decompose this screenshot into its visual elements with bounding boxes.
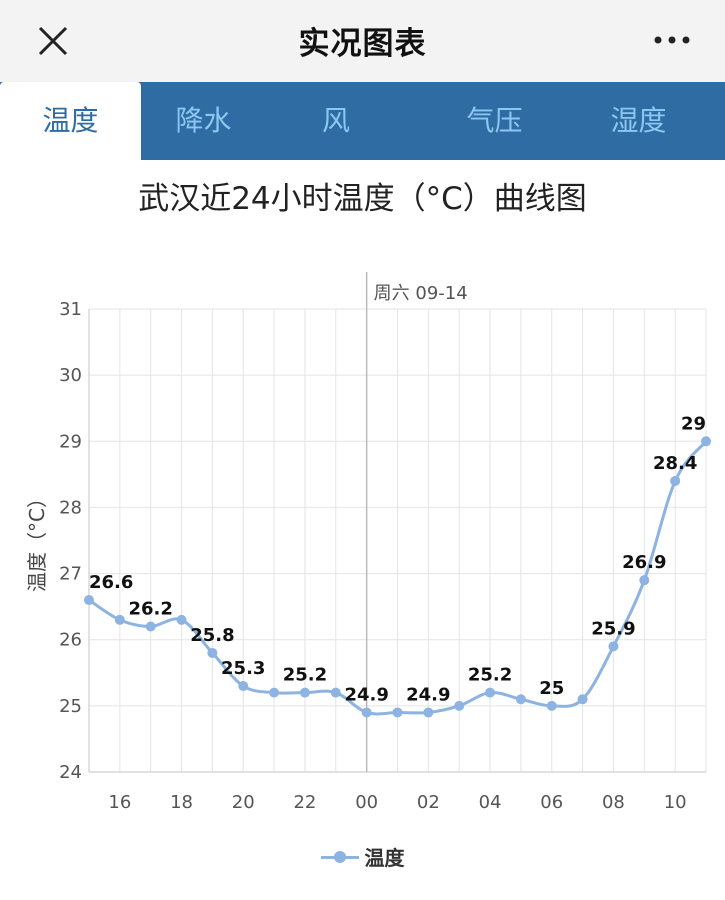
data-point[interactable] (454, 700, 465, 711)
tab-pressure[interactable]: 气压 (466, 104, 523, 137)
day-marker-label: 周六 09-14 (374, 283, 468, 304)
x-tick-label: 10 (664, 792, 687, 813)
data-point[interactable] (238, 681, 249, 692)
data-point[interactable] (485, 687, 496, 698)
temperature-chart: 24 25 26 27 28 29 30 31 16 18 20 22 00 02 04 06 08 10 温度（… (25, 272, 711, 813)
legend[interactable]: 温度 (0, 842, 725, 871)
tab-humidity[interactable]: 湿度 (610, 104, 667, 137)
y-tick-label: 25 (59, 696, 82, 717)
data-label: 26.6 (89, 572, 133, 593)
data-label: 25 (539, 678, 564, 699)
y-tick-label: 27 (59, 564, 82, 585)
tab-bar: 温度 降水 风 气压 湿度 (0, 82, 725, 160)
data-label: 24.9 (344, 684, 388, 705)
chart-grid (88, 308, 707, 773)
top-bar: 实况图表 (0, 0, 725, 82)
x-tick-label: 04 (479, 792, 502, 813)
data-label: 25.2 (283, 665, 327, 686)
y-tick-label: 26 (59, 630, 82, 651)
data-label: 26.9 (622, 552, 666, 573)
data-point[interactable] (608, 641, 619, 652)
legend-swatch (320, 850, 359, 864)
data-point[interactable] (114, 614, 125, 625)
data-label: 25.9 (591, 618, 635, 639)
x-tick-label: 20 (232, 792, 255, 813)
y-tick-label: 24 (59, 762, 82, 783)
y-tick-label: 28 (59, 497, 82, 518)
x-tick-label: 06 (540, 792, 563, 813)
data-label: 28.4 (653, 453, 697, 474)
data-label: 25.2 (468, 665, 512, 686)
tab-precipitation[interactable]: 降水 (175, 104, 232, 137)
data-label: 25.8 (190, 625, 234, 646)
y-tick-label: 31 (59, 299, 82, 320)
x-tick-label: 08 (602, 792, 625, 813)
data-labels: 26.6 26.2 25.8 25.3 25.2 24.9 24.9 25.2 25 25.9 26… (89, 413, 706, 705)
x-tick-label: 02 (417, 792, 440, 813)
tab-wind[interactable]: 风 (321, 104, 350, 137)
data-point[interactable] (269, 687, 280, 698)
day-marker: 周六 09-14 (365, 272, 468, 772)
data-label: 24.9 (406, 684, 450, 705)
data-label: 25.3 (221, 658, 265, 679)
data-point[interactable] (330, 687, 341, 698)
x-tick-label: 18 (170, 792, 193, 813)
data-point[interactable] (361, 707, 372, 718)
tab-temperature[interactable]: 温度 (0, 82, 141, 160)
data-point[interactable] (639, 575, 650, 586)
data-point[interactable] (176, 614, 187, 625)
data-point[interactable] (207, 647, 218, 658)
close-icon[interactable] (36, 24, 70, 58)
data-point[interactable] (577, 694, 588, 705)
x-tick-label: 22 (293, 792, 316, 813)
legend-label: 温度 (364, 846, 405, 870)
y-axis-label: 温度（°C） (25, 488, 49, 592)
data-point[interactable] (84, 595, 94, 606)
data-label: 29 (681, 413, 706, 434)
data-point[interactable] (670, 475, 681, 486)
data-label: 26.2 (128, 598, 172, 619)
series-points (84, 436, 711, 718)
data-point[interactable] (145, 621, 156, 632)
data-point[interactable] (515, 694, 526, 705)
chart-axes: 24 25 26 27 28 29 30 31 16 18 20 22 00 02 04 06 08 10 (59, 299, 706, 813)
page-title: 实况图表 (298, 26, 427, 62)
data-point[interactable] (392, 707, 403, 718)
data-point[interactable] (701, 436, 711, 447)
data-point[interactable] (546, 700, 557, 711)
x-tick-label: 00 (355, 792, 378, 813)
data-point[interactable] (423, 707, 434, 718)
chart-title: 武汉近24小时温度（°C）曲线图 (138, 181, 587, 217)
data-point[interactable] (299, 687, 310, 698)
y-tick-label: 30 (59, 365, 82, 386)
more-icon[interactable] (652, 30, 692, 50)
y-tick-label: 29 (59, 431, 82, 452)
x-tick-label: 16 (108, 792, 131, 813)
